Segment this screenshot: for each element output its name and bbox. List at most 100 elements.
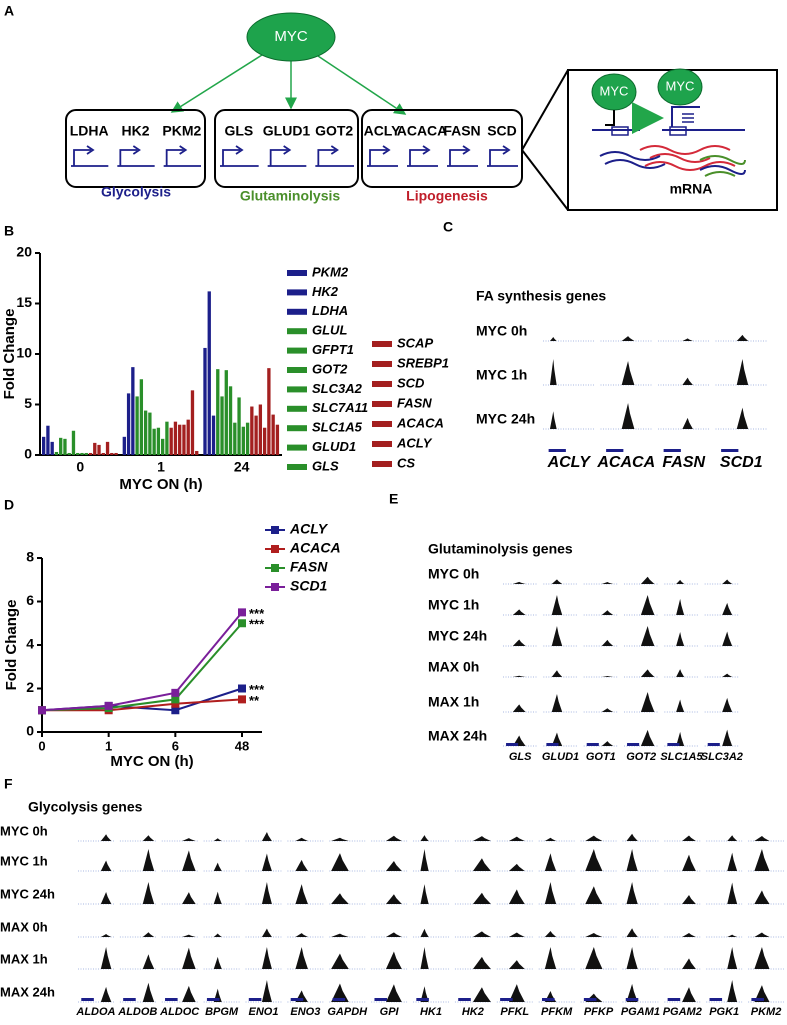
y-tick-label: 20 [16,244,32,260]
x-tick-label: 1 [157,459,165,475]
track-peak [682,377,693,385]
bar [216,369,220,455]
point [38,706,46,715]
track-peak [295,859,308,871]
track-peak [722,579,733,584]
bar [173,421,178,455]
track-peak [549,359,557,385]
promoter-arrowhead [179,145,188,155]
gene-model [667,998,681,1001]
track-peak [585,835,603,841]
track-peak [331,837,349,841]
point [171,695,180,704]
gene-model [541,998,555,1001]
track-peak [142,849,155,871]
track-peak [722,729,733,746]
track-peak [551,732,563,746]
gene-label: GLUD1 [542,751,579,763]
gene-label: ALDOC [159,1006,200,1018]
gene-model [586,743,599,746]
gene-label: SLC3A2 [701,751,743,763]
track-peak [508,932,525,937]
y-tick-label: 5 [24,395,32,411]
track-peak [676,598,685,615]
track-peak [420,884,429,904]
track-peak [626,849,638,871]
track-peak [544,853,557,871]
bar [50,441,54,455]
track-peak [512,639,526,646]
track-peak [331,953,349,969]
gene-label: PGK1 [709,1006,739,1018]
bar [258,404,263,455]
gene-model [546,743,559,746]
gene-label: GPI [380,1006,400,1018]
legend-label: HK2 [312,284,339,299]
track-peak [626,983,638,1002]
track-peak [676,631,685,646]
bar [42,436,46,455]
gene-label: SLC1A5 [660,751,703,763]
bar [182,424,186,455]
track-peak [682,417,693,429]
track-peak [386,932,402,937]
legend-marker [271,583,279,591]
legend-label: SREBP1 [397,355,449,370]
bar [233,422,237,455]
y-tick-label: 15 [16,294,32,310]
track-peak [601,639,614,646]
promoter-arrowhead [86,145,95,155]
gene-model [663,449,681,452]
track-title: FA synthesis genes [476,288,606,304]
bar [152,428,156,455]
y-tick-label: 10 [16,345,32,361]
track-peak [727,882,738,904]
gene-label: HK2 [462,1006,484,1018]
promoter-arrowhead [462,145,471,155]
track-peak [722,631,733,646]
x-tick-label: 0 [76,459,84,475]
track-peak [420,835,429,841]
track-peak [100,934,112,937]
track-peak [295,884,308,904]
diagram: MYC Glycolysis Glutaminolysis Lipogenesi… [65,12,778,211]
bar [211,415,216,455]
promoter-icon [71,149,109,167]
track-peak [213,891,222,904]
bar [156,427,161,455]
track-peak [142,932,155,937]
track-peak [544,837,557,841]
track-peak [182,850,196,871]
track-peak [754,836,770,841]
gene-model [248,998,262,1001]
legend-label: SLC3A2 [312,381,363,396]
point [171,699,180,708]
track-peak [182,838,196,841]
x-axis-label: MYC ON (h) [110,753,193,770]
bar [88,452,93,455]
track-peak [676,699,685,712]
track-peak [100,947,112,969]
track-row-label: MYC 0h [0,823,48,838]
track-peak [754,849,770,871]
promoter-icon [117,149,155,167]
track-peak [472,987,491,1002]
track-row-label: MAX 24h [428,728,487,744]
gene-label: SCD [487,123,517,139]
track-peak [386,951,402,969]
track-peak [331,983,349,1002]
pathway-label: Glycolysis [101,184,171,200]
track-peak [682,958,696,969]
track-peak [386,860,402,871]
bar [271,414,275,455]
track-peak [682,835,696,841]
track-peak [676,669,685,677]
x-tick-label: 6 [172,738,179,753]
gene-label: ACACA [596,454,655,471]
track-peak [736,407,749,429]
track-peak [386,835,402,841]
track-peak [100,860,112,871]
legend-swatch [287,328,307,335]
legend-label: GFPT1 [312,342,354,357]
point [238,695,246,704]
